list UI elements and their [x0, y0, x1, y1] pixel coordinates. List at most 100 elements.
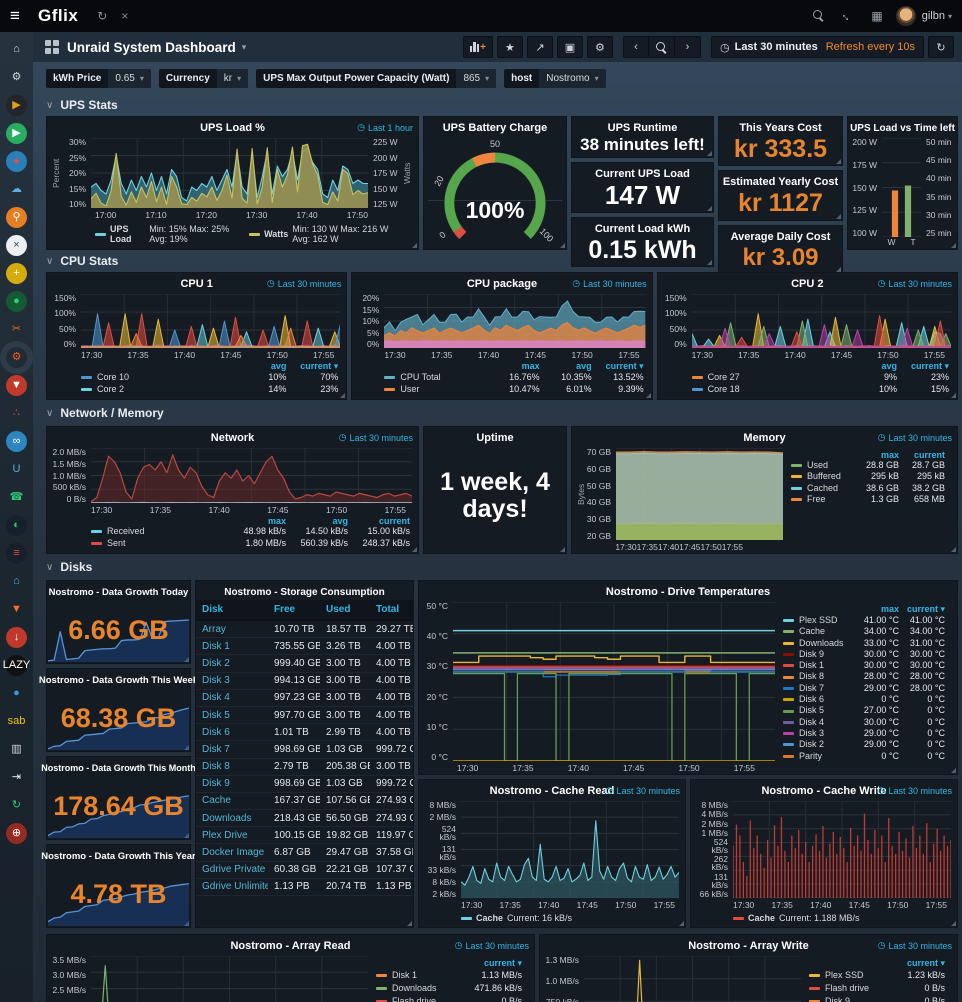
- sidebar-app-icon[interactable]: ▶: [6, 123, 27, 144]
- zoom-out-button[interactable]: [648, 36, 675, 58]
- legend-item[interactable]: Disk 6: [783, 694, 853, 705]
- drive-temps-chart[interactable]: [453, 602, 775, 761]
- legend-item[interactable]: UPS Load Min: 15% Max: 25% Avg: 19%: [95, 224, 249, 244]
- sidebar-app-icon[interactable]: ⚲: [6, 207, 27, 228]
- disk-link[interactable]: Cache: [196, 792, 268, 811]
- legend-item[interactable]: Sent: [91, 538, 224, 550]
- column-header[interactable]: Disk: [196, 600, 268, 621]
- disk-link[interactable]: Disk 7: [196, 740, 268, 759]
- section-cpu-stats[interactable]: ∨ CPU Stats: [46, 254, 119, 268]
- share-dashboard-button[interactable]: ↗: [526, 36, 553, 58]
- legend-item[interactable]: Cache Current: 16 kB/s: [461, 913, 572, 923]
- legend-item[interactable]: Core 10: [81, 372, 234, 384]
- section-network-memory[interactable]: ∨ Network / Memory: [46, 406, 164, 420]
- column-header[interactable]: Total: [370, 600, 413, 621]
- app-brand[interactable]: Gflix: [38, 6, 79, 25]
- sidebar-app-icon[interactable]: ▥: [11, 743, 22, 755]
- avatar[interactable]: [895, 6, 916, 26]
- username[interactable]: gilbn: [921, 10, 945, 22]
- sidebar-app-icon[interactable]: ▼: [11, 603, 22, 615]
- legend-item[interactable]: Core 27: [691, 372, 845, 384]
- variable-dropdown[interactable]: Currency kr ▾: [158, 69, 249, 88]
- legend-item[interactable]: Cache Current: 1.188 MB/s: [733, 913, 860, 923]
- sidebar-app-icon[interactable]: ▼: [6, 375, 27, 396]
- tab-refresh-icon[interactable]: ↻: [97, 9, 108, 23]
- disk-link[interactable]: Disk 8: [196, 758, 268, 776]
- legend-item[interactable]: Watts Min: 130 W Max: 216 W Avg: 162 W: [249, 224, 408, 244]
- legend-item[interactable]: Disk 1: [376, 969, 458, 982]
- column-header[interactable]: Free: [268, 600, 320, 621]
- memory-chart[interactable]: [616, 448, 783, 540]
- disk-link[interactable]: Disk 1: [196, 637, 268, 656]
- legend-item[interactable]: Cached: [791, 483, 853, 494]
- disk-link[interactable]: Disk 6: [196, 723, 268, 742]
- disk-link[interactable]: Disk 5: [196, 706, 268, 725]
- disk-link[interactable]: Plex Drive: [196, 826, 268, 845]
- legend-item[interactable]: Used: [791, 460, 853, 471]
- disk-link[interactable]: Gdrive Unlimited: [196, 878, 268, 897]
- legend-item[interactable]: Buffered: [791, 471, 853, 482]
- sidebar-app-icon[interactable]: ≡: [6, 543, 27, 564]
- sidebar-app-icon[interactable]: ⊕: [6, 823, 27, 844]
- disk-link[interactable]: Disk 2: [196, 654, 268, 673]
- sidebar-app-icon[interactable]: ⚙: [11, 71, 22, 83]
- sidebar-app-icon[interactable]: LAZY: [3, 655, 30, 676]
- cache-write-chart[interactable]: [733, 801, 951, 898]
- sidebar-app-icon[interactable]: ⌂: [13, 575, 20, 587]
- time-back-button[interactable]: ‹: [622, 36, 649, 58]
- ups-bars-chart[interactable]: [882, 138, 921, 237]
- variable-dropdown[interactable]: kWh Price 0.65 ▾: [46, 69, 151, 88]
- legend-item[interactable]: Plex SSD: [809, 969, 887, 982]
- dashboard-title-caret-icon[interactable]: ▾: [241, 41, 247, 52]
- dashboard-icon[interactable]: [45, 40, 59, 54]
- sidebar-app-icon[interactable]: ●: [13, 687, 20, 699]
- disk-link[interactable]: Disk 9: [196, 775, 268, 793]
- sidebar-app-icon[interactable]: ☁: [11, 183, 22, 195]
- legend-item[interactable]: Core 18: [691, 384, 845, 396]
- sidebar-app-icon[interactable]: ◐: [6, 515, 27, 536]
- ups-load-chart[interactable]: [91, 138, 368, 208]
- section-ups-stats[interactable]: ∨ UPS Stats: [46, 98, 118, 112]
- sidebar-app-icon[interactable]: ↓: [6, 627, 27, 648]
- sidebar-app-icon[interactable]: ✂: [11, 323, 22, 335]
- cache-read-chart[interactable]: [461, 801, 679, 898]
- sidebar-app-icon[interactable]: ⌂: [13, 43, 20, 55]
- legend-item[interactable]: User: [384, 384, 487, 396]
- legend-item[interactable]: Downloads: [783, 638, 853, 649]
- legend-item[interactable]: Disk 4: [783, 717, 853, 728]
- search-icon[interactable]: [813, 9, 823, 23]
- sidebar-app-icon[interactable]: +: [6, 263, 27, 284]
- sidebar-app-icon[interactable]: ∞: [6, 431, 27, 452]
- legend-item[interactable]: Downloads: [376, 982, 458, 995]
- variable-dropdown[interactable]: UPS Max Output Power Capacity (Watt) 865…: [256, 69, 497, 88]
- section-disks[interactable]: ∨ Disks: [46, 560, 93, 574]
- legend-item[interactable]: Disk 7: [783, 683, 853, 694]
- time-forward-button[interactable]: ›: [674, 36, 701, 58]
- apps-grid-icon[interactable]: ▦: [871, 9, 883, 23]
- tab-close-icon[interactable]: ×: [121, 9, 129, 23]
- sidebar-app-icon[interactable]: U: [12, 463, 21, 475]
- disk-link[interactable]: Downloads: [196, 809, 268, 828]
- network-chart[interactable]: [91, 448, 412, 503]
- cpu-package-chart[interactable]: [384, 294, 646, 348]
- cpu1-chart[interactable]: [81, 294, 341, 348]
- variable-dropdown[interactable]: host Nostromo ▾: [504, 69, 606, 88]
- legend-item[interactable]: Plex SSD: [783, 615, 853, 626]
- cpu2-chart[interactable]: [691, 294, 951, 348]
- legend-item[interactable]: Disk 8: [783, 671, 853, 682]
- legend-item[interactable]: Disk 3: [783, 728, 853, 739]
- time-range-picker[interactable]: ◷ Last 30 minutes Refresh every 10s: [710, 36, 924, 58]
- legend-item[interactable]: Disk 1: [783, 660, 853, 671]
- sidebar-app-icon[interactable]: ▶: [6, 95, 27, 116]
- legend-item[interactable]: Received: [91, 526, 224, 538]
- disk-link[interactable]: Gdrive Private: [196, 861, 268, 879]
- sidebar-app-icon[interactable]: ●: [6, 151, 27, 172]
- sidebar-app-icon[interactable]: ×: [6, 235, 27, 256]
- array-write-chart[interactable]: [584, 956, 801, 1002]
- sidebar-app-icon[interactable]: ⇥: [11, 771, 22, 783]
- legend-item[interactable]: Core 2: [81, 384, 234, 396]
- star-dashboard-button[interactable]: ★: [496, 36, 523, 58]
- dashboard-title[interactable]: Unraid System Dashboard: [67, 39, 236, 55]
- sidebar-app-icon[interactable]: ↻: [11, 799, 22, 811]
- legend-item[interactable]: Disk 2: [783, 739, 853, 750]
